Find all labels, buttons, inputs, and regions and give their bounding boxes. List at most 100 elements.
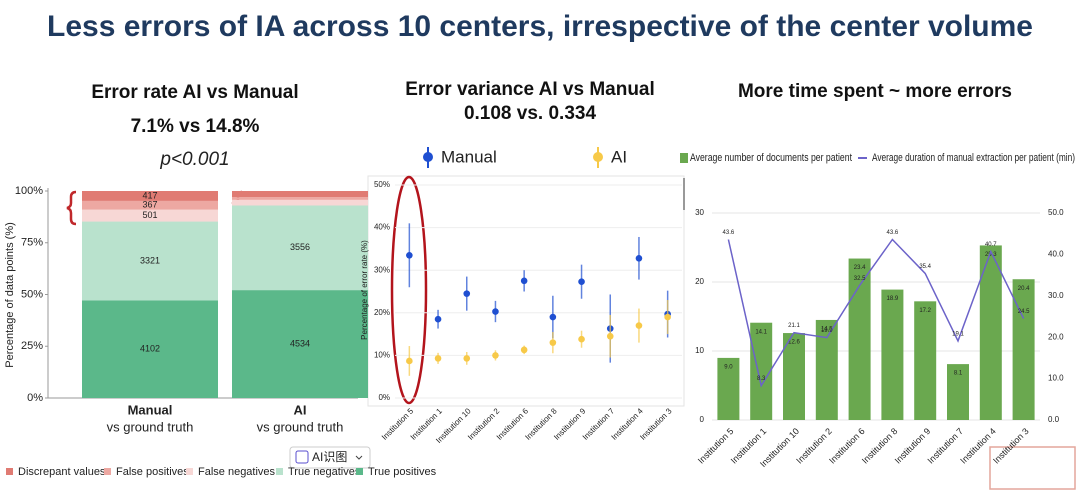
y2-tick-label: 10.0 [1048, 374, 1064, 383]
data-label: 23.4 [854, 265, 866, 271]
chevron [355, 455, 363, 460]
button-label[interactable]: AI识图 [312, 450, 347, 464]
y-tick-label: 40% [374, 223, 390, 232]
y-tick-label: 0% [27, 392, 43, 404]
point [520, 277, 528, 285]
data-label: 43.6 [723, 230, 735, 236]
bar-segment [82, 209, 218, 222]
data-label: 417 [142, 190, 157, 200]
bar-segment [232, 290, 368, 398]
y-tick-label: 0% [378, 393, 390, 402]
legend-swatch [276, 468, 283, 475]
ai-button[interactable]: AI识图 [289, 446, 371, 469]
watermark [989, 446, 1076, 490]
data-label: 4102 [140, 344, 160, 354]
data-label: 8.3 [757, 376, 766, 382]
x-tick-label: Manual [128, 402, 173, 417]
point [578, 335, 585, 343]
data-label: 19.9 [821, 328, 833, 334]
x-tick-label: AI [294, 402, 307, 417]
y-axis-label: Percentage of data points (%) [4, 222, 16, 368]
chart-title: More time spent ~ more errors [738, 81, 1012, 102]
bar [914, 301, 937, 420]
highlight-ellipse [390, 175, 428, 405]
data-label: 14.5 [821, 327, 833, 333]
bar [979, 245, 1002, 420]
x-tick-sublabel: vs ground truth [257, 419, 344, 434]
data-label: 3556 [290, 242, 310, 252]
legend-label: Average duration of manual extraction pe… [872, 152, 1075, 164]
bar-segment [82, 200, 218, 210]
y-tick-label: 20 [695, 277, 704, 286]
data-label: 24.5 [1018, 309, 1030, 315]
y2-tick-label: 30.0 [1048, 291, 1064, 300]
point [463, 290, 471, 297]
bar-segment [232, 199, 368, 206]
data-label: 18.9 [887, 296, 899, 302]
y-tick-label: 25% [21, 340, 43, 352]
data-label: 9.0 [724, 364, 733, 370]
button-icon [295, 450, 309, 464]
y2-tick-label: 20.0 [1048, 332, 1064, 341]
bar [1012, 279, 1035, 420]
data-label: 367 [142, 200, 157, 210]
bar [783, 333, 805, 420]
point [406, 357, 413, 365]
bar [848, 258, 871, 420]
y2-tick-label: 0.0 [1048, 415, 1060, 424]
chart-title: Error rate AI vs Manual [91, 82, 298, 103]
chart-subtitle: 0.108 vs. 0.334 [464, 103, 596, 124]
data-label: 19.1 [952, 332, 964, 338]
point [406, 251, 413, 259]
legend-swatch [356, 468, 363, 475]
data-label: 25.3 [985, 252, 997, 258]
point [520, 346, 528, 354]
point [606, 332, 614, 340]
y-tick-label: 10% [374, 351, 390, 360]
bar [750, 322, 773, 420]
point [549, 313, 557, 321]
point [635, 322, 643, 329]
legend-label: False positives [116, 466, 189, 478]
legend-label: False negatives [198, 466, 276, 478]
x-tick-label: Institution 3 [638, 406, 674, 442]
annotation: p<0.001 [159, 149, 229, 170]
y-tick-label: 50% [21, 288, 43, 300]
x-tick-sublabel: vs ground truth [107, 419, 194, 434]
bar-segment [82, 221, 218, 301]
legend-label: True negatives [288, 466, 361, 478]
point [549, 339, 557, 346]
y-axis-label: Percentage of error rate (%) [360, 240, 369, 340]
legend-label: AI [611, 147, 627, 166]
data-label: 43.6 [887, 230, 899, 236]
line [727, 238, 1025, 388]
x-tick-label: Institution 3 [991, 426, 1031, 466]
data-label: 35.4 [919, 264, 931, 270]
bar-segment [232, 197, 368, 200]
bar [717, 357, 740, 420]
point [492, 308, 499, 315]
y-tick-label: 30% [374, 265, 390, 274]
button-box[interactable] [289, 446, 371, 469]
legend-swatch [104, 468, 111, 475]
bar-segment [232, 191, 368, 198]
y-tick-label: 100% [15, 185, 43, 197]
y-tick-label: 50% [374, 180, 390, 189]
legend-swatch [6, 468, 13, 475]
y-tick-label: 0 [700, 415, 705, 424]
point [492, 352, 499, 359]
legend-label: True positives [368, 466, 437, 478]
data-label: 20.4 [1018, 286, 1030, 292]
data-label: 17.2 [919, 308, 931, 314]
legend-label: Manual [441, 147, 497, 166]
bar-segment [82, 191, 218, 201]
point [635, 254, 643, 262]
data-label: 4534 [290, 338, 310, 348]
legend-marker [423, 152, 433, 162]
y2-tick-label: 40.0 [1048, 250, 1064, 259]
bar-segment [82, 300, 218, 398]
brace [66, 190, 77, 226]
y2-tick-label: 50.0 [1048, 208, 1064, 217]
bar-segment [232, 205, 368, 291]
data-label: 8.1 [954, 371, 963, 377]
